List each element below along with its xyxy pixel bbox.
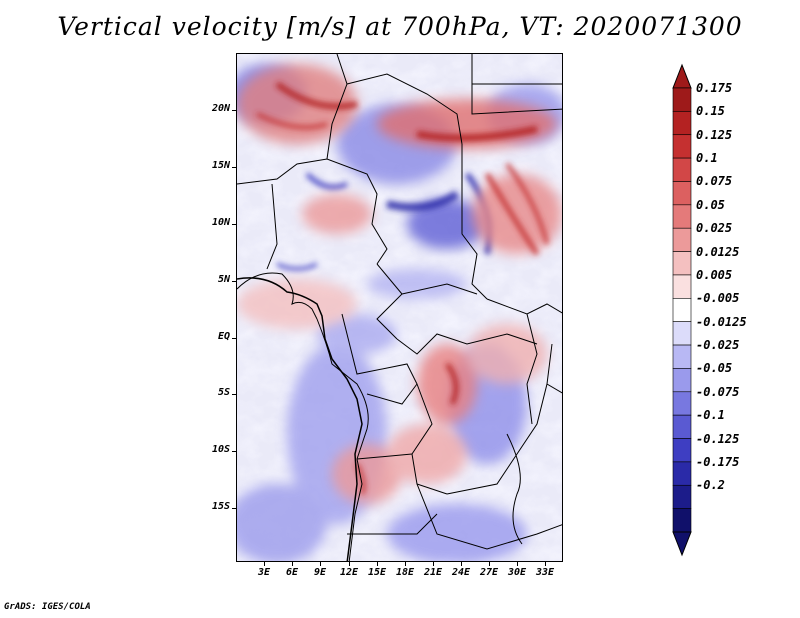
- colorbar-swatch: [672, 438, 692, 463]
- lon-tick: [517, 562, 518, 566]
- colorbar-label: -0.075: [696, 384, 740, 399]
- colorbar-swatch: [672, 508, 692, 533]
- lat-label: 20N: [211, 103, 230, 114]
- lat-label: EQ: [217, 331, 230, 342]
- lon-label: 12E: [339, 567, 359, 578]
- lon-tick: [264, 562, 265, 566]
- colorbar-bottom-arrow: [672, 531, 692, 557]
- lat-tick: [232, 451, 236, 452]
- lat-tick: [232, 224, 236, 225]
- lon-tick: [433, 562, 434, 566]
- plot-title: Vertical velocity [m/s] at 700hPa, VT: 2…: [57, 12, 743, 41]
- lon-tick: [349, 562, 350, 566]
- map-panel: [236, 53, 563, 562]
- lat-tick: [232, 394, 236, 395]
- map-field: [237, 54, 562, 561]
- lat-label: 10N: [211, 217, 230, 228]
- lon-label: 3E: [257, 567, 271, 578]
- lon-tick: [405, 562, 406, 566]
- colorbar-label: 0.0125: [696, 244, 740, 259]
- lat-label: 5N: [217, 274, 230, 285]
- lat-tick: [232, 110, 236, 111]
- lat-label: 10S: [211, 444, 230, 455]
- strong-updraft-streaks: [256, 81, 549, 495]
- lon-label: 27E: [479, 567, 499, 578]
- colorbar-swatch: [672, 344, 692, 369]
- colorbar-label: 0.025: [696, 221, 733, 236]
- colorbar-label: 0.1: [696, 151, 718, 166]
- colorbar-swatch: [672, 274, 692, 299]
- colorbar-label: 0.175: [696, 81, 733, 95]
- colorbar-label: -0.05: [696, 361, 733, 376]
- lon-label: 30E: [507, 567, 527, 578]
- lat-label: 15S: [211, 501, 230, 512]
- colorbar-swatch: [672, 298, 692, 322]
- colorbar-swatch: [672, 251, 692, 276]
- lat-label: 5S: [217, 387, 230, 398]
- lon-tick: [292, 562, 293, 566]
- lon-label: 6E: [285, 567, 299, 578]
- colorbar-swatch: [672, 484, 692, 509]
- lat-tick: [232, 281, 236, 282]
- colorbar-swatch: [672, 368, 692, 393]
- lon-label: 18E: [395, 567, 415, 578]
- colorbar-label: -0.005: [696, 291, 740, 306]
- footer-credit: GrADS: IGES/COLA: [4, 602, 91, 612]
- lat-tick: [232, 167, 236, 168]
- colorbar-label: 0.125: [696, 127, 733, 142]
- colorbar-swatch: [672, 157, 692, 182]
- lat-label: 15N: [211, 160, 230, 171]
- colorbar-swatch: [672, 321, 692, 346]
- colorbar: [672, 63, 692, 557]
- lon-label: 33E: [535, 567, 555, 578]
- lon-tick: [461, 562, 462, 566]
- colorbar-label: -0.125: [696, 431, 740, 446]
- colorbar-label: 0.15: [696, 104, 725, 119]
- colorbar-label: -0.175: [696, 454, 740, 469]
- lat-tick: [232, 338, 236, 339]
- lon-label: 15E: [367, 567, 387, 578]
- colorbar-label: -0.025: [696, 338, 740, 353]
- colorbar-swatch: [672, 461, 692, 486]
- lon-tick: [489, 562, 490, 566]
- colorbar-swatch: [672, 204, 692, 229]
- colorbar-label: 0.075: [696, 174, 733, 189]
- colorbar-swatch: [672, 87, 692, 112]
- coastline: [237, 277, 363, 561]
- country-borders: [237, 54, 562, 561]
- colorbar-swatch: [672, 414, 692, 439]
- lat-tick: [232, 508, 236, 509]
- lon-tick: [320, 562, 321, 566]
- colorbar-swatch: [672, 181, 692, 206]
- colorbar-swatch: [672, 134, 692, 159]
- lon-label: 24E: [451, 567, 471, 578]
- lon-tick: [545, 562, 546, 566]
- colorbar-swatch: [672, 227, 692, 252]
- lon-label: 9E: [313, 567, 327, 578]
- colorbar-top-arrow: [672, 63, 692, 89]
- colorbar-label: -0.1: [696, 408, 725, 423]
- colorbar-label: 0.005: [696, 267, 733, 282]
- colorbar-label: -0.2: [696, 478, 725, 493]
- colorbar-label: -0.0125: [696, 314, 747, 329]
- lon-tick: [377, 562, 378, 566]
- lon-label: 21E: [423, 567, 443, 578]
- colorbar-swatch: [672, 111, 692, 136]
- colorbar-swatch: [672, 391, 692, 416]
- colorbar-label: 0.05: [696, 197, 725, 212]
